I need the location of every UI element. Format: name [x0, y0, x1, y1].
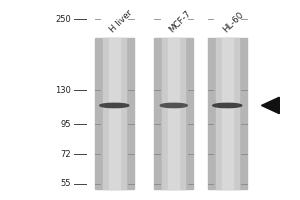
Bar: [103, 38, 126, 189]
Ellipse shape: [213, 103, 242, 108]
Bar: [222, 38, 233, 189]
Text: 72: 72: [61, 150, 71, 159]
Text: 55: 55: [61, 179, 71, 188]
Bar: [216, 38, 239, 189]
Bar: [95, 38, 134, 189]
Text: 130: 130: [56, 86, 71, 95]
Text: 250: 250: [56, 15, 71, 24]
Text: H liver: H liver: [108, 8, 134, 34]
Text: 95: 95: [61, 120, 71, 129]
Ellipse shape: [100, 103, 129, 108]
Bar: [162, 38, 185, 189]
Bar: [109, 38, 120, 189]
Bar: [154, 38, 193, 189]
Polygon shape: [262, 97, 279, 114]
Text: HL-60: HL-60: [221, 10, 245, 34]
Ellipse shape: [160, 103, 187, 108]
Bar: [168, 38, 179, 189]
Text: MCF-7: MCF-7: [167, 9, 193, 34]
Bar: [208, 38, 247, 189]
